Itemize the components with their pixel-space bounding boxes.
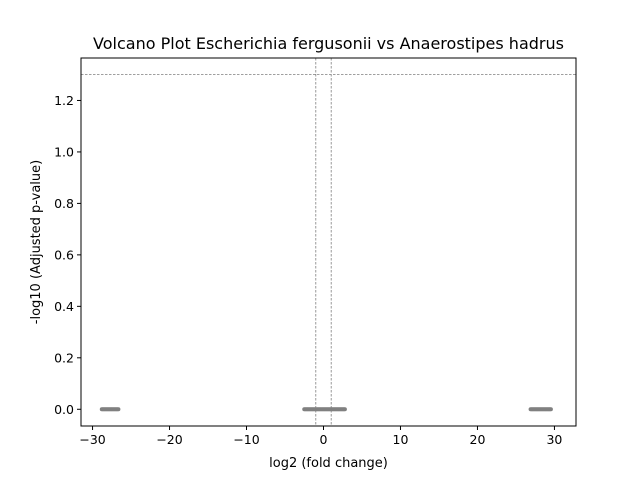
y-tick-label: 1.0 (54, 144, 74, 159)
y-axis-label: -log10 (Adjusted p-value) (29, 160, 44, 324)
x-axis-label: log2 (fold change) (269, 456, 388, 471)
y-tick-label: 0.6 (54, 247, 74, 262)
y-tick-label: 0.2 (54, 350, 74, 365)
y-tick-label: 1.2 (54, 93, 74, 108)
x-tick-label: 30 (546, 432, 562, 447)
x-tick-label: −30 (79, 432, 105, 447)
plot-frame (80, 57, 577, 427)
x-tick-label: 0 (320, 432, 328, 447)
threshold-guides (81, 58, 576, 426)
chart-title: Volcano Plot Escherichia fergusonii vs A… (93, 34, 564, 53)
x-tick-label: −20 (156, 432, 182, 447)
x-tick-label: −10 (233, 432, 259, 447)
data-points (99, 407, 553, 412)
data-point (116, 407, 121, 412)
y-tick-label: 0.0 (54, 402, 74, 417)
y-tick-label: 0.4 (54, 299, 74, 314)
data-point (548, 407, 553, 412)
x-axis-ticks: −30 −20 −10 0 10 20 30 (79, 426, 562, 447)
y-tick-label: 0.8 (54, 196, 74, 211)
y-axis-ticks: 0.0 0.2 0.4 0.6 0.8 1.0 1.2 (54, 93, 81, 417)
data-point (342, 407, 347, 412)
x-tick-label: 10 (393, 432, 409, 447)
x-tick-label: 20 (470, 432, 486, 447)
